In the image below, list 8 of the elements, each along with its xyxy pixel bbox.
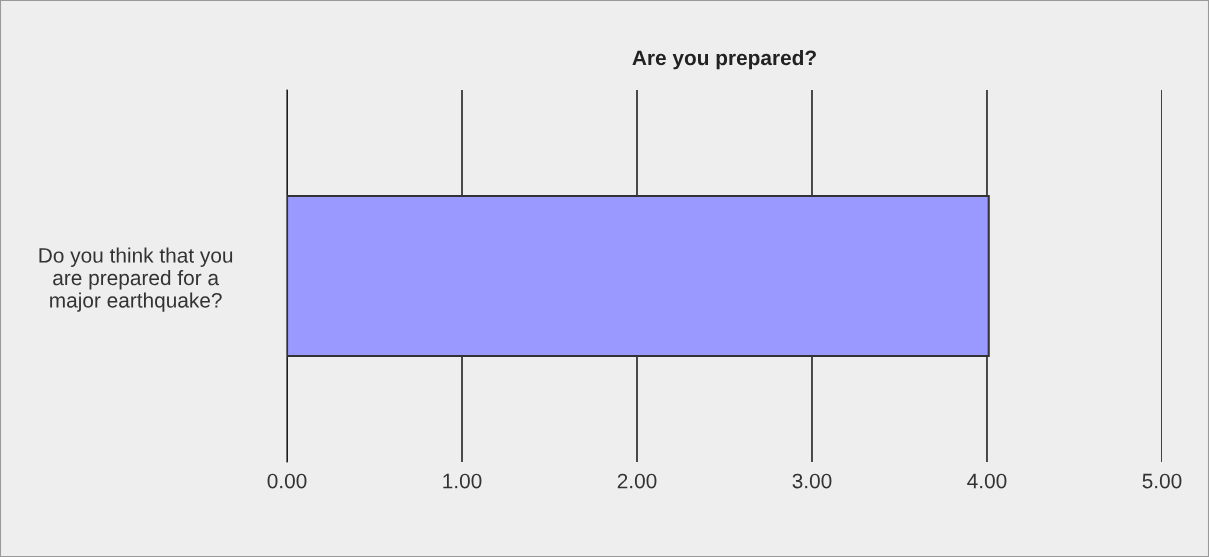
- x-tick-label: 4.00: [967, 473, 1007, 489]
- y-tick-label: Do you think that you are prepared for a major earthquake?: [39, 247, 233, 312]
- x-tick-label: 1.00: [443, 473, 482, 489]
- x-tick-label: 0.00: [267, 473, 307, 489]
- chart-title: Are you prepared?: [632, 49, 816, 70]
- x-tick-label: 5.00: [1142, 473, 1182, 489]
- x-tick-label: 2.00: [617, 473, 657, 489]
- x-tick-label: 3.00: [792, 473, 832, 489]
